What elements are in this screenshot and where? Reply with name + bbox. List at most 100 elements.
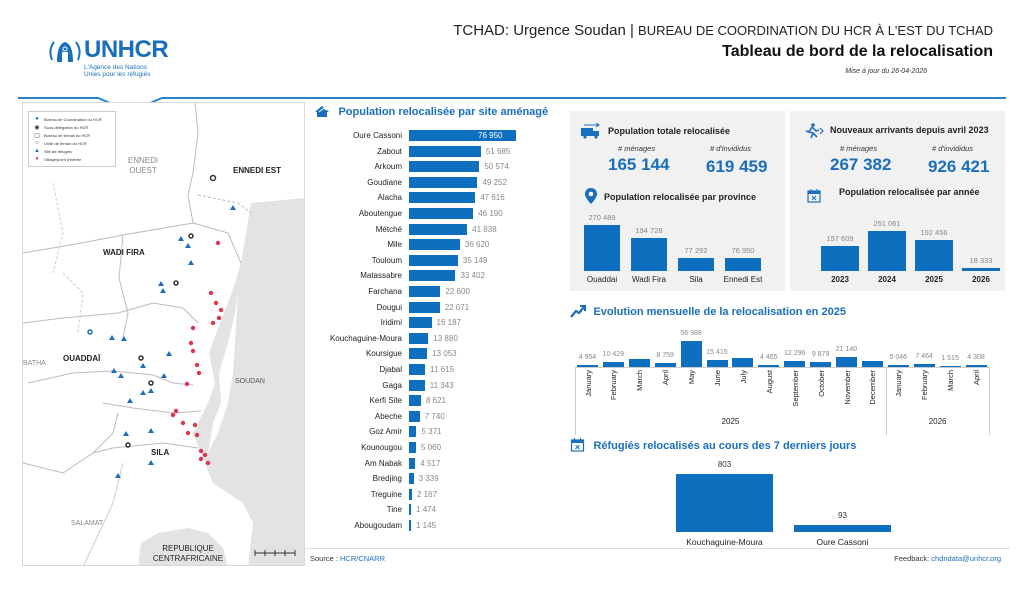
svg-text:CENTRAFRICAINE: CENTRAFRICAINE	[153, 554, 223, 563]
svg-text:OUEST: OUEST	[129, 166, 157, 175]
site-value-label: 7 740	[424, 411, 445, 421]
site-label: Tine	[386, 505, 402, 515]
total-individus-value: 619 459	[706, 157, 768, 176]
monthly-chart-title: Evolution mensuelle de la relocalisation…	[593, 306, 846, 318]
site-bar	[409, 457, 416, 469]
camp-tent-icon: ▲	[34, 148, 40, 154]
year-bar	[915, 240, 953, 271]
site-value-label: 1 145	[416, 521, 437, 530]
site-value-label: 8 621	[425, 396, 447, 406]
site-value-label: 13 880	[433, 333, 458, 343]
map-label-salamat: SALAMAT	[71, 520, 104, 527]
month-category-label: January	[583, 370, 593, 397]
source-link[interactable]: HCR/CNARR	[340, 554, 386, 563]
map-legend: ● Bureau de Coordination du HCR ◉ Sous-dél…	[28, 111, 116, 167]
site-bar	[409, 301, 440, 313]
month-bar	[913, 363, 935, 367]
office-markers	[87, 174, 217, 448]
site-label: Zabout	[377, 146, 402, 156]
site-chart: Oure Cassoni 76 950 Zabout 51 685 Arkoum 50 5…	[310, 130, 560, 550]
site-bar	[409, 161, 480, 173]
site-value-label: 16 187	[436, 318, 461, 328]
year-group-divider	[885, 367, 887, 435]
province-bar	[678, 257, 714, 271]
arrivals-title: Nouveaux arrivants depuis avril 2023	[830, 125, 989, 135]
logo-subtitle-1: L'Agence des Nations	[84, 64, 148, 71]
month-axis-line	[575, 367, 990, 368]
month-bar	[861, 360, 883, 367]
site-label: Kerfi Site	[369, 396, 402, 406]
year-group-divider	[575, 367, 576, 435]
month-bar	[577, 364, 598, 367]
field-office-icon: ▢	[34, 132, 40, 139]
month-category-label: September	[790, 370, 800, 407]
arrivals-individus-value: 926 421	[928, 157, 990, 176]
province-bar	[725, 257, 761, 271]
truck-icon	[581, 123, 600, 139]
site-label: Gaga	[382, 380, 402, 390]
legend-item: ▢ Bureau de terrain du HCR	[34, 132, 91, 139]
site-label: Abeche	[374, 411, 402, 421]
site-bar	[409, 192, 476, 204]
site-value-label: 1 474	[416, 505, 437, 515]
site-bar	[409, 239, 460, 251]
week-chart-header: Réfugiés relocalisés au cours des 7 dern…	[570, 436, 856, 454]
site-value-label: 11 615	[430, 365, 455, 374]
site-value-label: 33 402	[460, 271, 485, 281]
site-value-label: 46 190	[478, 209, 503, 218]
update-date: Mise à jour du 26-04-2026	[845, 68, 927, 75]
site-value-label: 47 616	[480, 193, 505, 203]
province-value-label: 270 489	[588, 213, 616, 222]
year-bar	[962, 268, 1000, 271]
map-label-car: REPUBLIQUE	[162, 544, 214, 553]
site-bar	[409, 208, 474, 219]
site-label: Farchana	[368, 287, 402, 296]
province-value-label: 77 292	[684, 245, 708, 255]
year-group-divider	[989, 367, 991, 435]
week-bar	[676, 474, 773, 532]
new-arrivals-panel: Nouveaux arrivants depuis avril 2023 # m…	[790, 111, 1005, 291]
legend-item: ▲ Site de réfugiés	[34, 148, 72, 154]
calendar-icon	[807, 189, 821, 203]
site-value-label: 50 574	[484, 162, 509, 172]
legend-item: ◉ Sous-délégation du HCR	[34, 124, 89, 131]
month-category-label: March	[946, 370, 956, 391]
monthly-chart: 4 954 January 10 429 February March 8 759 Apri…	[575, 325, 1010, 435]
feedback-email-link[interactable]: chdndata@unhcr.org	[931, 554, 1001, 563]
header-office: BUREAU DE COORDINATION DU HCR À L'EST DU…	[638, 23, 993, 38]
site-bar	[409, 317, 432, 329]
month-bar	[939, 365, 961, 367]
unhcr-logo: UNHCR L'Agence des Nations Unies pour le…	[48, 36, 178, 86]
total-menages-label: # ménages	[618, 144, 656, 153]
month-bar	[628, 359, 650, 367]
year-category-label: 2025	[925, 275, 943, 284]
week-category-label: Oure Cassoni	[816, 537, 869, 547]
site-label: Arkoum	[374, 162, 402, 172]
total-individus-label: # d'invididus	[710, 144, 752, 153]
province-category-label: Ennedi Est	[723, 275, 763, 284]
site-bar	[409, 488, 412, 500]
site-label: Abougoudam	[354, 521, 402, 530]
site-label: Koursigue	[365, 349, 402, 359]
site-chart-header: Population relocalisée par site aménagé	[314, 102, 548, 120]
site-label: Am Nabak	[364, 458, 402, 468]
province-chart-title: Population relocalisée par province	[604, 192, 757, 202]
map-panel[interactable]: ENNEDI OUEST ENNEDI EST WADI FIRA OUADDA…	[22, 102, 305, 566]
month-bar	[654, 363, 676, 367]
site-label: Alacha	[377, 193, 402, 203]
site-value-label: 5 060	[421, 443, 442, 452]
site-value-label: 3 339	[418, 474, 439, 484]
trend-up-icon	[570, 304, 586, 318]
year-bar	[821, 245, 859, 271]
site-bar	[409, 223, 468, 235]
month-bar	[758, 364, 780, 367]
site-label: Kounougou	[361, 443, 402, 452]
month-bar	[602, 362, 624, 367]
unhcr-emblem-icon	[49, 41, 81, 62]
year-category-label: 2023	[831, 275, 849, 284]
site-value-label: 36 620	[464, 240, 490, 250]
site-label: Kouchaguine-Moura	[329, 333, 402, 343]
month-value-label: 5 046	[889, 353, 908, 361]
map-label-ouaddai: OUADDAÏ	[63, 354, 101, 363]
month-bar	[784, 361, 806, 367]
